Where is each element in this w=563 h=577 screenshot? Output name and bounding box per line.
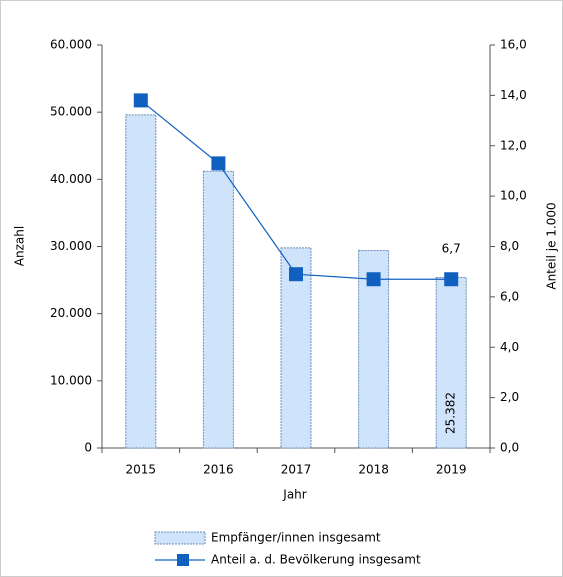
y2-axis-title: Anteil je 1.000 bbox=[545, 202, 559, 289]
x-axis-title: Jahr bbox=[282, 488, 306, 502]
line-marker bbox=[133, 93, 148, 108]
line-marker bbox=[211, 156, 226, 171]
legend-label: Anteil a. d. Bevölkerung insgesamt bbox=[211, 553, 421, 567]
y-tick-label: 0 bbox=[84, 441, 92, 455]
legend-marker bbox=[177, 554, 189, 566]
y2-tick-label: 10,0 bbox=[500, 189, 527, 203]
y2-tick-label: 2,0 bbox=[500, 390, 519, 404]
y2-tick-label: 12,0 bbox=[500, 138, 527, 152]
x-tick-label: 2018 bbox=[358, 463, 389, 477]
y-tick-label: 60.000 bbox=[50, 38, 92, 52]
legend-label: Empfänger/innen insgesamt bbox=[211, 531, 381, 545]
y-tick-label: 40.000 bbox=[50, 172, 92, 186]
y-tick-label: 30.000 bbox=[50, 239, 92, 253]
y2-tick-label: 6,0 bbox=[500, 289, 519, 303]
y2-tick-label: 16,0 bbox=[500, 38, 527, 52]
bar bbox=[435, 277, 467, 449]
y2-tick-label: 8,0 bbox=[500, 239, 519, 253]
bar bbox=[202, 170, 234, 449]
line-value-label: 6,7 bbox=[442, 242, 461, 256]
x-tick-label: 2019 bbox=[436, 463, 467, 477]
x-tick-label: 2016 bbox=[203, 463, 234, 477]
line-marker bbox=[444, 272, 459, 287]
y-tick-label: 10.000 bbox=[50, 373, 92, 387]
y2-tick-label: 14,0 bbox=[500, 88, 527, 102]
legend-swatch bbox=[154, 531, 206, 545]
y-axis-title: Anzahl bbox=[13, 226, 27, 266]
line-marker bbox=[366, 272, 381, 287]
y2-tick-label: 4,0 bbox=[500, 340, 519, 354]
y-tick-label: 50.000 bbox=[50, 105, 92, 119]
y-tick-label: 20.000 bbox=[50, 306, 92, 320]
x-tick-label: 2017 bbox=[281, 463, 312, 477]
y2-tick-label: 0,0 bbox=[500, 441, 519, 455]
x-tick-label: 2015 bbox=[126, 463, 157, 477]
line-marker bbox=[289, 267, 303, 282]
bar-value-label: 25.382 bbox=[444, 392, 458, 434]
bar bbox=[125, 114, 157, 449]
